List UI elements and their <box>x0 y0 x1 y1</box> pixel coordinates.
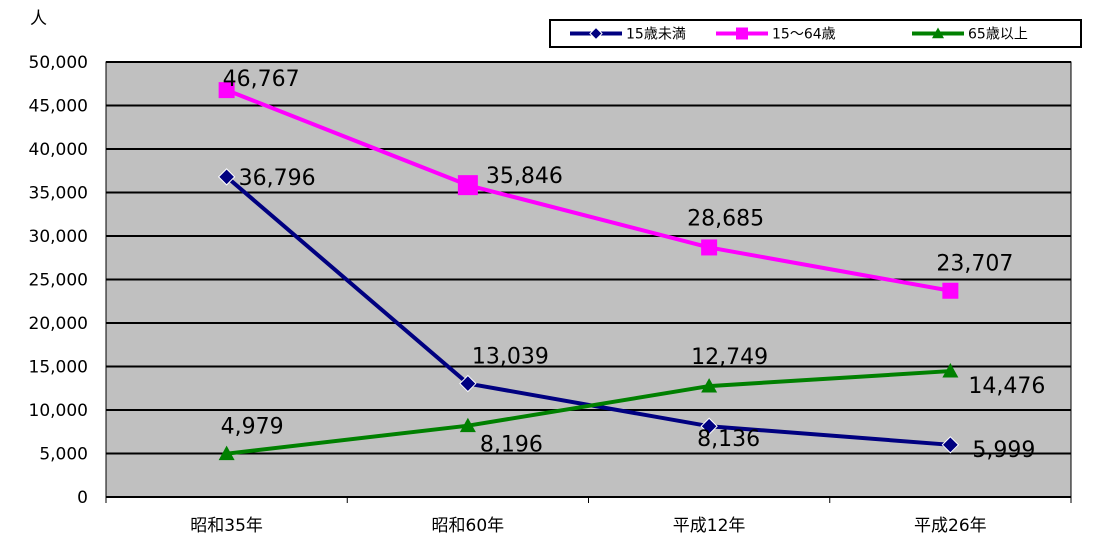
data-label: 13,039 <box>472 345 549 370</box>
x-tick-label: 平成26年 <box>914 516 987 536</box>
marker-triangle <box>932 27 944 39</box>
marker-square <box>942 282 959 299</box>
y-unit-label: 人 <box>30 9 47 29</box>
legend: 15歳未満 15〜64歳 65歳以上 <box>549 19 1082 48</box>
marker-triangle <box>218 445 235 461</box>
y-tick-label: 30,000 <box>29 227 88 247</box>
data-label: 46,767 <box>223 67 300 92</box>
y-tick-label: 15,000 <box>29 358 88 378</box>
data-labels: 36,796 13,039 8,136 5,999 46,767 35,846 28,685… <box>221 67 1046 463</box>
series-line-2 <box>225 88 951 293</box>
y-tick-label: 50,000 <box>29 53 88 73</box>
y-tick-label: 25,000 <box>29 271 88 291</box>
data-label: 28,685 <box>687 206 764 231</box>
marker-square <box>701 239 718 256</box>
x-tick-label: 平成12年 <box>673 516 746 536</box>
legend-label: 15歳未満 <box>626 27 686 43</box>
y-axis: 0 5,000 10,000 15,000 20,000 25,000 30,000 35,0… <box>29 53 107 508</box>
series-line-3 <box>226 369 951 456</box>
data-label: 14,476 <box>968 374 1045 399</box>
marker-diamond <box>941 436 960 454</box>
marker-diamond <box>459 374 477 393</box>
marker-diamond <box>700 417 718 435</box>
legend-label: 15〜64歳 <box>772 27 836 43</box>
y-tick-label: 45,000 <box>29 97 88 117</box>
y-tick-label: 20,000 <box>29 314 88 334</box>
y-tick-label: 10,000 <box>29 401 88 421</box>
series-markers <box>217 82 960 461</box>
marker-square <box>736 27 748 40</box>
data-label: 4,979 <box>221 415 284 440</box>
marker-triangle <box>942 363 959 378</box>
marker-triangle <box>459 417 476 433</box>
data-label: 8,196 <box>480 433 543 458</box>
data-label: 5,999 <box>972 438 1035 463</box>
data-label: 23,707 <box>936 252 1013 277</box>
marker-square <box>457 175 478 196</box>
marker-diamond <box>217 168 236 186</box>
legend-box <box>549 19 1082 48</box>
series-lines <box>225 88 951 456</box>
marker-square <box>218 82 235 99</box>
marker-diamond <box>589 26 603 41</box>
y-tick-label: 5,000 <box>39 445 88 465</box>
data-label: 36,796 <box>239 166 316 191</box>
data-label: 12,749 <box>691 345 768 370</box>
x-tick-label: 昭和35年 <box>190 516 263 536</box>
marker-triangle <box>701 378 718 393</box>
data-label: 35,846 <box>486 164 563 189</box>
x-tick-label: 昭和60年 <box>432 516 505 536</box>
x-axis: 昭和35年 昭和60年 平成12年 平成26年 <box>105 496 1072 536</box>
data-label: 8,136 <box>697 427 760 452</box>
y-tick-label: 0 <box>77 488 88 508</box>
legend-label: 65歳以上 <box>968 27 1028 43</box>
y-tick-label: 40,000 <box>29 140 88 160</box>
y-tick-label: 35,000 <box>29 184 88 204</box>
